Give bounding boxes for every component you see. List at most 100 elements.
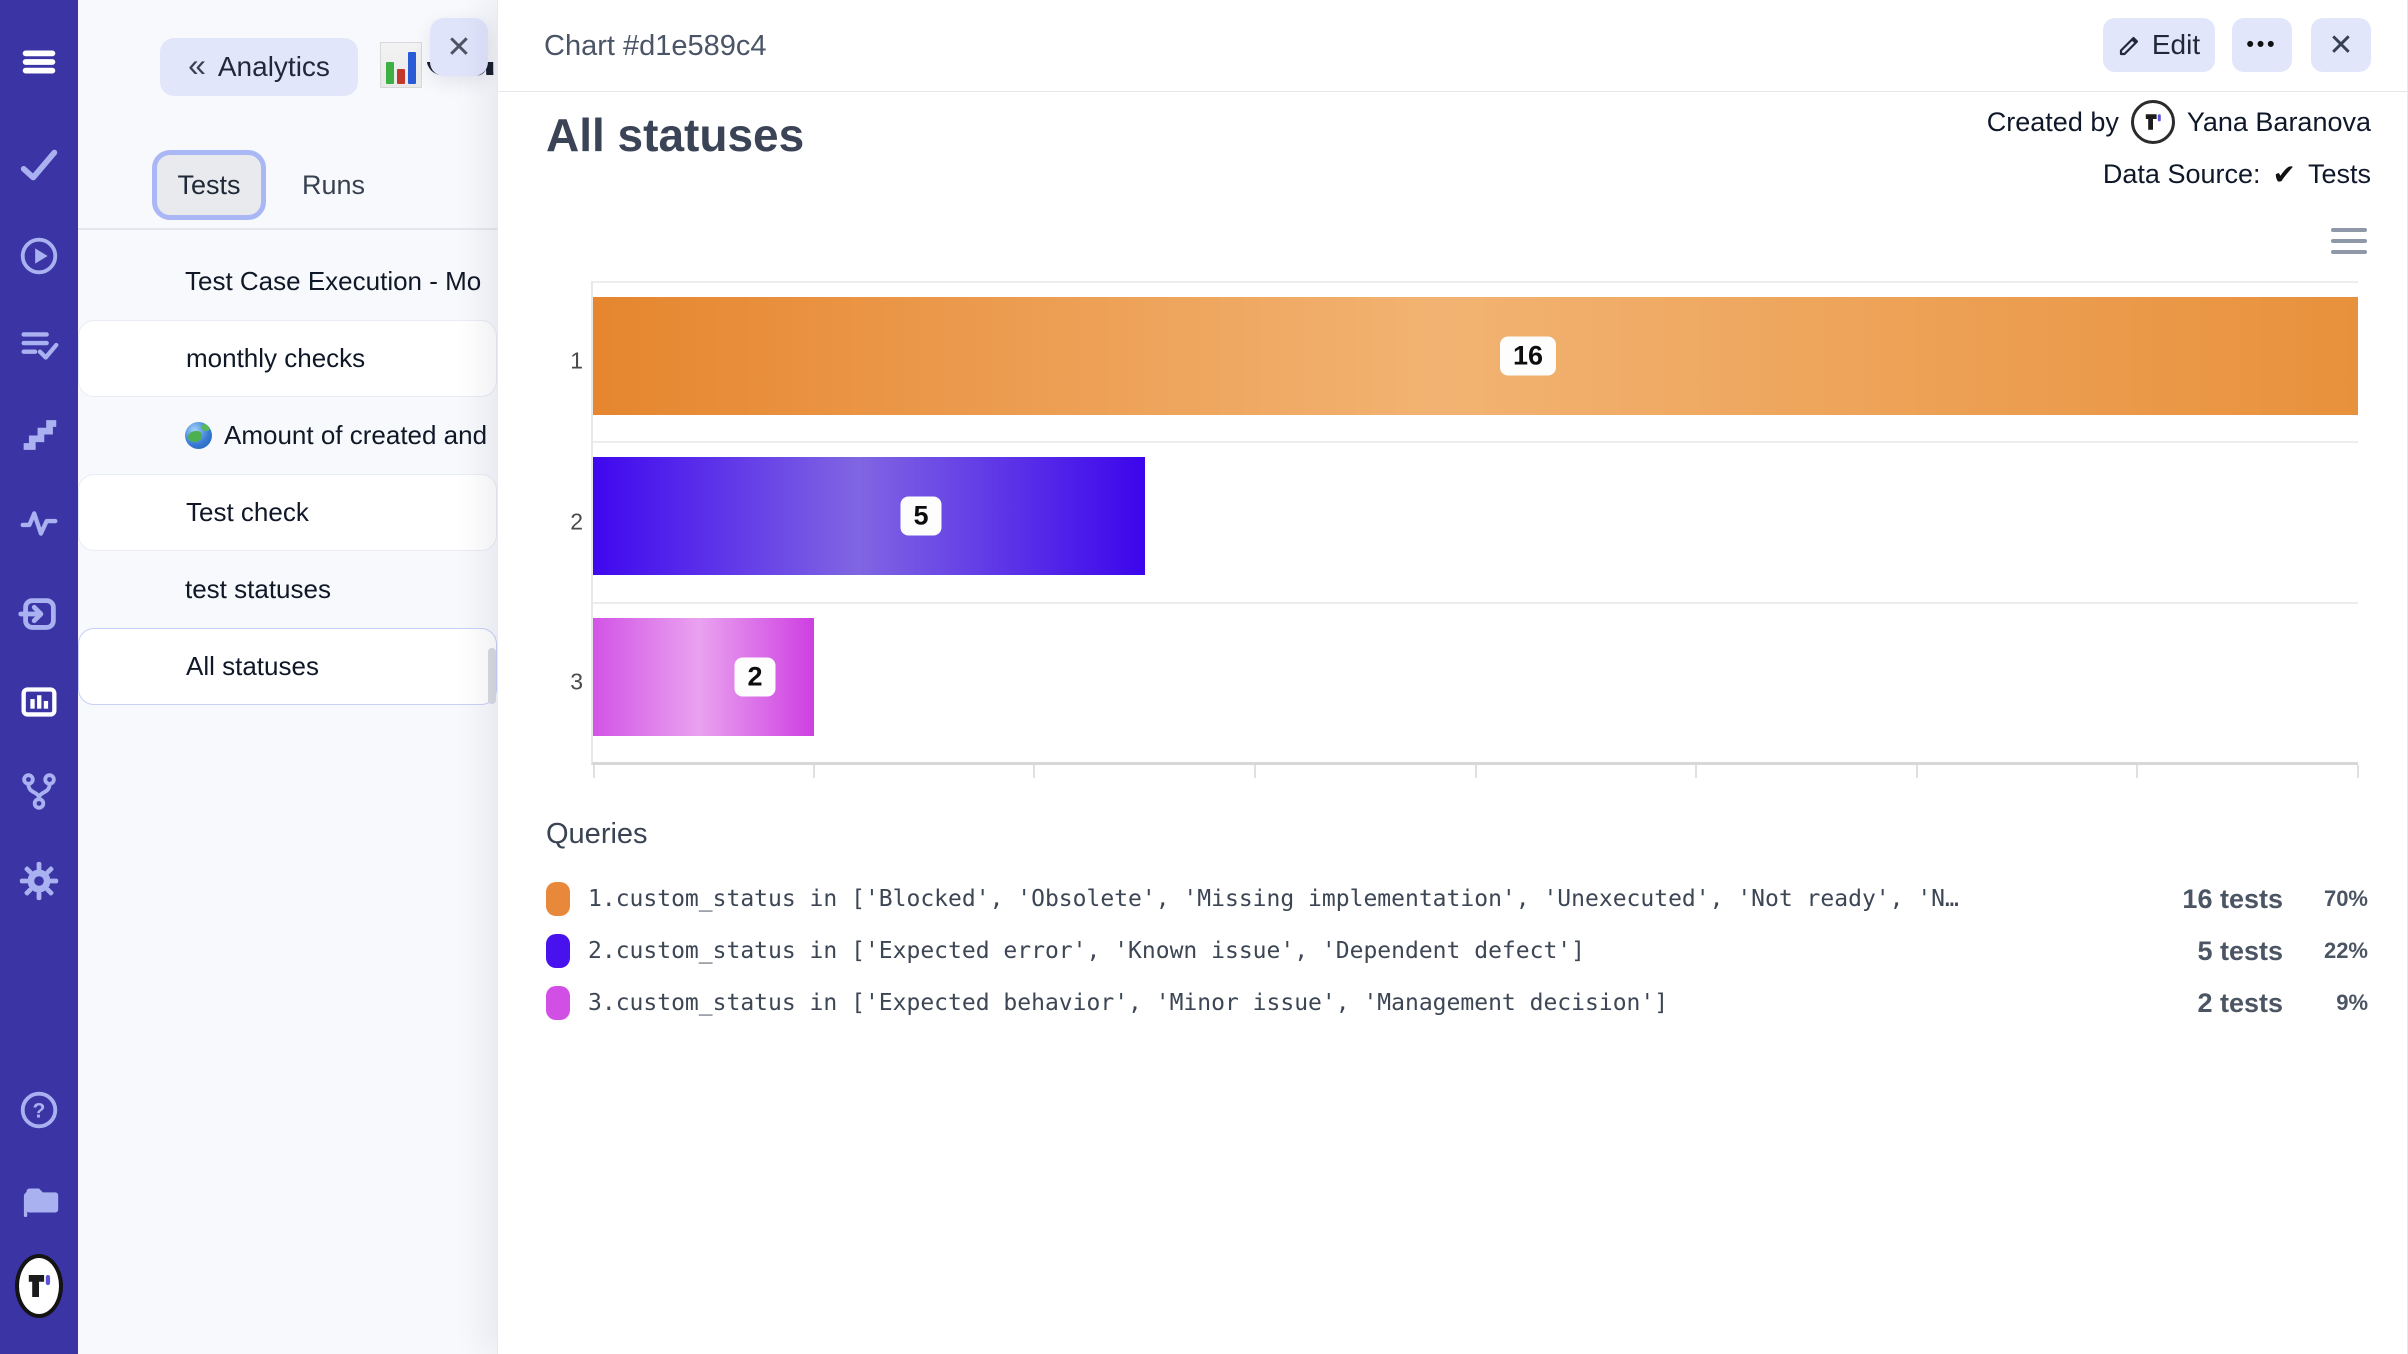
x-axis-tick xyxy=(1033,765,1035,778)
chart-title: All statuses xyxy=(546,109,805,161)
chart-list-item-label: Test check xyxy=(186,497,309,527)
bar-series-2[interactable] xyxy=(593,457,1145,575)
analytics-back-button[interactable]: « Analytics xyxy=(160,38,358,96)
detail-header: Chart #d1e589c4 Edit ••• ✕ xyxy=(498,0,2407,92)
sidebar-icon-help-circle[interactable]: ? xyxy=(15,1086,63,1134)
sidebar-icon-import[interactable] xyxy=(15,590,63,638)
category-label: 1 xyxy=(570,347,583,374)
query-tests-count: 16 tests xyxy=(2182,883,2283,914)
query-percent: 70% xyxy=(2323,886,2368,911)
gridline xyxy=(593,602,2358,604)
chart-list-item[interactable]: Test check xyxy=(78,474,497,551)
queries-section: Queries 1.custom_status in ['Blocked', '… xyxy=(546,818,2368,1033)
query-row: 3.custom_status in ['Expected behavior',… xyxy=(546,981,2368,1025)
chart-meta: Created by Yana Baranova Data Source: ✔ … xyxy=(1987,100,2371,196)
queries-heading: Queries xyxy=(546,818,648,850)
query-expression: 1.custom_status in ['Blocked', 'Obsolete… xyxy=(588,886,1959,912)
data-source-row: Data Source: ✔ Tests xyxy=(1987,152,2371,196)
edit-button[interactable]: Edit xyxy=(2103,18,2215,72)
check-icon: ✔ xyxy=(2272,158,2296,190)
chart-list-item-label: test statuses xyxy=(185,574,331,604)
sidebar-icon-activity[interactable] xyxy=(15,499,63,547)
created-by-name: Yana Baranova xyxy=(2186,106,2371,137)
bar-value-label: 16 xyxy=(1499,336,1557,376)
query-expression: 2.custom_status in ['Expected error', 'K… xyxy=(588,938,1585,964)
x-axis-tick xyxy=(2357,765,2359,778)
query-percent: 22% xyxy=(2323,938,2368,963)
query-percent: 9% xyxy=(2336,990,2368,1015)
tabs-divider xyxy=(78,228,497,230)
sidebar-icon-list-check[interactable] xyxy=(15,321,63,369)
x-axis-tick xyxy=(1254,765,1256,778)
list-close-button[interactable]: ✕ xyxy=(430,18,488,76)
chart-list-item-label: monthly checks xyxy=(186,343,366,373)
detail-close-button[interactable]: ✕ xyxy=(2311,18,2371,72)
chart-list-item[interactable]: test statuses xyxy=(78,551,497,628)
query-color-swatch xyxy=(546,882,570,916)
favicon-blue-bar xyxy=(408,52,416,84)
close-icon: ✕ xyxy=(446,30,472,64)
bar-series-1[interactable] xyxy=(593,297,2358,415)
chart-detail-panel: Chart #d1e589c4 Edit ••• ✕ All statuses … xyxy=(497,0,2408,1354)
x-axis-tick xyxy=(1475,765,1477,778)
query-color-swatch xyxy=(546,986,570,1020)
more-actions-button[interactable]: ••• xyxy=(2232,18,2292,72)
creator-avatar xyxy=(2130,100,2175,144)
sidebar-icon-git-merge[interactable] xyxy=(15,767,63,815)
edit-button-label: Edit xyxy=(2151,29,2201,60)
x-axis-tick xyxy=(593,765,595,778)
chart-list-item[interactable]: monthly checks xyxy=(78,320,497,397)
sidebar-icon-check[interactable] xyxy=(15,142,63,190)
tab-tests[interactable]: Tests xyxy=(152,150,266,220)
svg-text:?: ? xyxy=(33,1100,46,1123)
sidebar-icon-bar-chart[interactable] xyxy=(15,677,63,725)
chart-list-item-label: Amount of created and xyxy=(224,420,488,450)
favicon-green-bar xyxy=(386,62,394,84)
created-by-label: Created by xyxy=(1986,106,2119,137)
data-source-value: Tests xyxy=(2307,158,2371,189)
bar-chart-plot: 1 16 2 5 3 2 xyxy=(570,281,2359,778)
sidebar-avatar[interactable] xyxy=(15,1254,63,1318)
analytics-back-label: Analytics xyxy=(217,51,330,82)
query-tests-count: 2 tests xyxy=(2197,987,2283,1018)
query-row: 1.custom_status in ['Blocked', 'Obsolete… xyxy=(546,877,2368,921)
tab-runs[interactable]: Runs xyxy=(302,169,366,200)
detail-header-title: Chart #d1e589c4 xyxy=(544,29,767,62)
chart-menu-icon[interactable] xyxy=(2331,228,2367,254)
ellipsis-icon: ••• xyxy=(2246,33,2278,56)
x-axis-tick xyxy=(1695,765,1697,778)
query-color-swatch xyxy=(546,934,570,968)
chart-list-item[interactable]: Amount of created and xyxy=(78,397,497,474)
pencil-icon xyxy=(2119,36,2138,56)
chart-list-item-label: All statuses xyxy=(186,651,319,681)
x-axis-tick xyxy=(1916,765,1918,778)
sidebar-icon-stairs[interactable] xyxy=(15,410,63,458)
category-label: 3 xyxy=(570,668,583,695)
query-expression: 3.custom_status in ['Expected behavior',… xyxy=(588,990,1669,1016)
sidebar: ? xyxy=(0,0,78,1354)
bar-value-label: 2 xyxy=(734,657,776,697)
created-by-row: Created by Yana Baranova xyxy=(1987,100,2371,144)
x-axis-tick xyxy=(2136,765,2138,778)
testomat-logo-icon xyxy=(2145,114,2161,130)
globe-icon xyxy=(185,422,212,449)
query-rows: 1.custom_status in ['Blocked', 'Obsolete… xyxy=(546,877,2368,1025)
bar-series-3[interactable] xyxy=(593,618,814,736)
x-axis-tick xyxy=(813,765,815,778)
close-icon: ✕ xyxy=(2328,28,2354,62)
chart-list-item-label: Test Case Execution - Mo xyxy=(185,266,482,296)
sidebar-icon-play-circle[interactable] xyxy=(15,232,63,280)
list-scrollbar-thumb[interactable] xyxy=(488,648,496,704)
chart-list-item[interactable]: Test Case Execution - Mo xyxy=(78,243,497,320)
sidebar-icon-folder[interactable] xyxy=(15,1176,63,1224)
chart-favicon-icon xyxy=(380,42,422,88)
sidebar-icon-gear[interactable] xyxy=(15,857,63,905)
favicon-red-bar xyxy=(397,69,405,84)
query-tests-count: 5 tests xyxy=(2197,935,2283,966)
sidebar-icon-menu[interactable] xyxy=(15,38,63,86)
data-source-label: Data Source: xyxy=(2102,158,2261,189)
chevrons-left-icon: « xyxy=(188,46,206,83)
gridline xyxy=(593,441,2358,443)
chart-list-item[interactable]: All statuses xyxy=(78,628,497,705)
